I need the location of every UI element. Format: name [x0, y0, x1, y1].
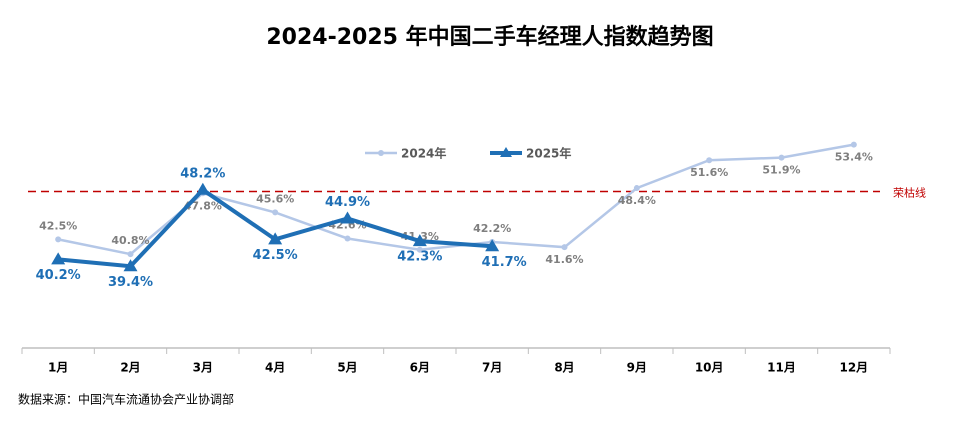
- point-marker: [272, 209, 279, 216]
- point-marker: [412, 234, 427, 247]
- legend-label: 2024年: [401, 146, 446, 161]
- legend-marker: [500, 147, 512, 157]
- data-label: 40.2%: [36, 268, 81, 283]
- point-marker: [268, 232, 283, 245]
- point-marker: [633, 185, 640, 192]
- data-label: 42.2%: [473, 222, 511, 235]
- x-tick-label: 2月: [120, 361, 140, 375]
- data-label: 42.3%: [397, 250, 442, 265]
- x-tick-label: 9月: [627, 361, 647, 375]
- point-marker: [416, 246, 423, 253]
- point-marker: [127, 251, 134, 258]
- point-marker: [195, 182, 210, 195]
- point-marker: [51, 252, 66, 265]
- data-label: 40.8%: [111, 234, 149, 247]
- data-label: 48.4%: [618, 194, 656, 207]
- x-tick-label: 12月: [839, 361, 868, 375]
- data-label: 39.4%: [108, 275, 153, 290]
- data-label: 42.5%: [39, 219, 77, 232]
- data-label: 48.2%: [180, 166, 225, 181]
- data-label: 41.7%: [482, 255, 527, 270]
- chart-title: 2024-2025 年中国二手车经理人指数趋势图: [266, 24, 713, 50]
- x-tick-label: 6月: [410, 361, 430, 375]
- data-label: 51.6%: [690, 166, 728, 179]
- x-tick-label: 8月: [554, 361, 574, 375]
- data-label: 41.6%: [545, 253, 583, 266]
- point-marker: [344, 235, 351, 242]
- reference-label: 荣枯线: [893, 186, 926, 200]
- point-marker: [850, 141, 857, 148]
- data-label: 44.9%: [325, 195, 370, 210]
- data-label: 51.9%: [762, 164, 800, 177]
- x-tick-label: 11月: [767, 361, 796, 375]
- point-marker: [340, 211, 355, 224]
- data-label: 53.4%: [835, 151, 873, 164]
- point-marker: [123, 259, 138, 272]
- legend-label: 2025年: [526, 146, 571, 161]
- legend-marker: [378, 150, 384, 156]
- point-marker: [706, 157, 713, 164]
- x-tick-label: 5月: [337, 361, 357, 375]
- series-line: [57, 143, 855, 256]
- x-tick-label: 1月: [48, 361, 68, 375]
- source-note: 数据来源：中国汽车流通协会产业协调部: [18, 392, 234, 407]
- point-marker: [561, 244, 568, 251]
- x-tick-label: 4月: [265, 361, 285, 375]
- point-marker: [485, 239, 500, 252]
- data-label: 45.6%: [256, 192, 294, 205]
- point-marker: [778, 154, 785, 161]
- x-tick-label: 10月: [695, 361, 724, 375]
- point-marker: [55, 236, 62, 243]
- data-label: 42.5%: [253, 248, 298, 263]
- x-tick-label: 7月: [482, 361, 502, 375]
- x-tick-label: 3月: [193, 361, 213, 375]
